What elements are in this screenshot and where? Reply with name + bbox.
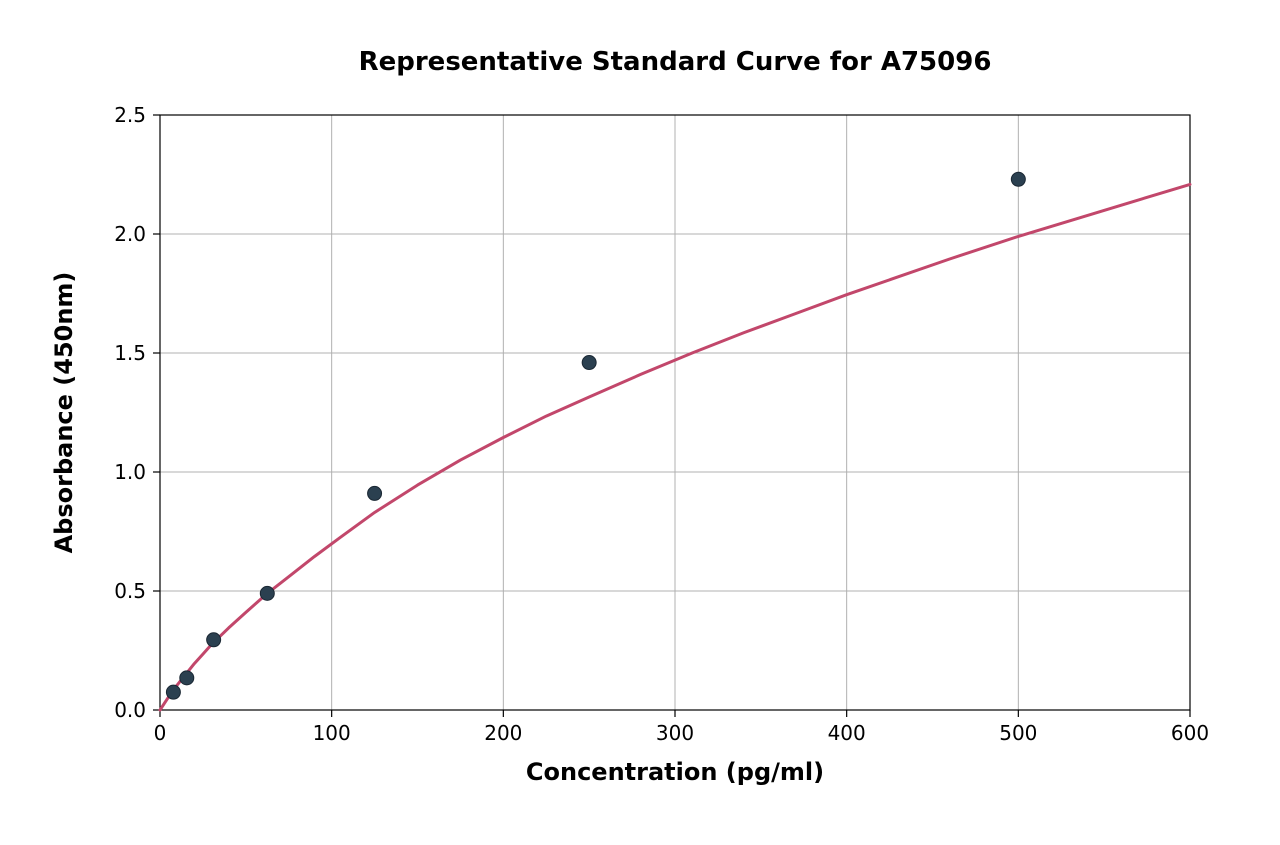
y-tick-label: 2.5 [114, 103, 146, 127]
y-tick-label: 2.0 [114, 222, 146, 246]
x-tick-label: 500 [999, 721, 1037, 745]
x-tick-label: 600 [1171, 721, 1209, 745]
y-axis-label: Absorbance (450nm) [50, 272, 78, 554]
y-tick-label: 1.5 [114, 341, 146, 365]
chart-background [0, 0, 1280, 845]
data-point [1011, 172, 1025, 186]
x-tick-label: 100 [313, 721, 351, 745]
x-tick-label: 300 [656, 721, 694, 745]
y-tick-label: 0.0 [114, 698, 146, 722]
y-tick-label: 0.5 [114, 579, 146, 603]
chart-container: 0 100 200 300 400 500 600 0.0 0.5 1.0 1.5 2.0 2.5 Rep… [0, 0, 1280, 845]
data-point [166, 685, 180, 699]
standard-curve-chart: 0 100 200 300 400 500 600 0.0 0.5 1.0 1.5 2.0 2.5 Rep… [0, 0, 1280, 845]
x-tick-label: 200 [484, 721, 522, 745]
y-tick-label: 1.0 [114, 460, 146, 484]
data-point [368, 486, 382, 500]
data-point [582, 356, 596, 370]
chart-title: Representative Standard Curve for A75096 [359, 47, 992, 77]
data-point [180, 671, 194, 685]
x-tick-label: 0 [154, 721, 167, 745]
x-axis-label: Concentration (pg/ml) [526, 758, 824, 786]
data-point [207, 633, 221, 647]
x-tick-label: 400 [828, 721, 866, 745]
data-point [260, 586, 274, 600]
